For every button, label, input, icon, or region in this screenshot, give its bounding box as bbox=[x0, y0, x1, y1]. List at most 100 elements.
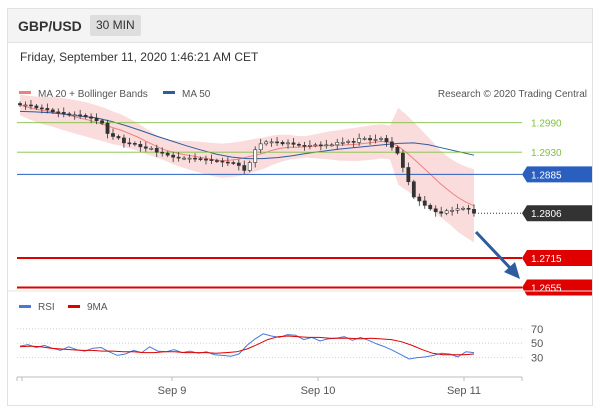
rsi-ma-legend-label: 9MA bbox=[87, 302, 108, 313]
level-tag bbox=[522, 279, 592, 296]
candle-body bbox=[351, 141, 356, 143]
candle-body bbox=[67, 113, 72, 116]
candle-body bbox=[138, 144, 143, 148]
candle-body bbox=[45, 108, 50, 111]
candle-body bbox=[444, 210, 449, 214]
candle-body bbox=[422, 200, 427, 206]
candle-body bbox=[313, 144, 318, 147]
candle-body bbox=[187, 157, 192, 160]
candle-body bbox=[455, 208, 460, 211]
candle-body bbox=[428, 205, 433, 210]
candle-body bbox=[318, 144, 323, 147]
candle-body bbox=[450, 209, 455, 212]
rsi-tick-label: 70 bbox=[531, 324, 543, 336]
candle-body bbox=[302, 145, 307, 147]
candle-body bbox=[324, 144, 329, 147]
candle-body bbox=[340, 142, 345, 144]
candle-body bbox=[220, 160, 225, 163]
candle-body bbox=[215, 160, 219, 162]
candle-body bbox=[72, 114, 77, 117]
symbol-title: GBP/USD bbox=[18, 18, 82, 34]
candle-body bbox=[198, 158, 203, 160]
candle-body bbox=[100, 120, 104, 124]
candle-body bbox=[395, 146, 400, 154]
candle-body bbox=[400, 152, 405, 168]
candle-body bbox=[280, 142, 285, 145]
candle-body bbox=[209, 159, 214, 161]
candle-body bbox=[50, 109, 55, 113]
candle-body bbox=[127, 142, 132, 145]
candle-body bbox=[122, 137, 126, 144]
candle-body bbox=[417, 196, 422, 202]
candle-body bbox=[411, 181, 416, 198]
rsi-ma-legend-swatch bbox=[68, 305, 80, 308]
ma20-line bbox=[19, 104, 475, 207]
candle-body bbox=[56, 111, 61, 114]
candle-body bbox=[346, 141, 351, 143]
candle-body bbox=[83, 115, 88, 118]
level-label: 1.2655 bbox=[531, 284, 562, 295]
candle-body bbox=[384, 138, 389, 143]
candle-body bbox=[89, 116, 94, 119]
candle-body bbox=[231, 162, 236, 164]
candle-body bbox=[165, 152, 170, 156]
chart-datetime: Friday, September 11, 2020 1:46:21 AM CE… bbox=[20, 50, 259, 64]
candle-body bbox=[357, 138, 362, 143]
candle-body bbox=[182, 157, 186, 160]
candle-body bbox=[253, 149, 258, 163]
candle-body bbox=[390, 141, 394, 148]
level-label: 1.2930 bbox=[531, 148, 562, 159]
candle-body bbox=[466, 208, 471, 210]
candle-body bbox=[176, 156, 181, 159]
rsi-tick-label: 50 bbox=[531, 338, 543, 350]
candle-body bbox=[143, 146, 148, 149]
candle-body bbox=[269, 141, 274, 144]
rsi-legend-label: RSI bbox=[38, 302, 55, 313]
candle-body bbox=[242, 165, 247, 171]
x-tick-label: Sep 9 bbox=[158, 385, 187, 397]
rsi-legend-swatch bbox=[19, 305, 31, 308]
candle-body bbox=[23, 104, 28, 107]
timeframe-badge[interactable]: 30 MIN bbox=[90, 15, 141, 36]
candle-body bbox=[368, 138, 372, 141]
ma20-legend-swatch bbox=[19, 91, 31, 94]
candle-body bbox=[439, 211, 444, 214]
bollinger-band bbox=[20, 94, 474, 243]
candle-body bbox=[247, 162, 252, 171]
level-tag bbox=[522, 250, 592, 267]
candle-body bbox=[291, 142, 296, 145]
candle-body bbox=[275, 141, 279, 144]
ma20-legend-label: MA 20 + Bollinger Bands bbox=[38, 89, 148, 100]
candle-body bbox=[78, 114, 83, 117]
candle-body bbox=[34, 105, 39, 109]
candle-body bbox=[94, 117, 99, 122]
candle-body bbox=[286, 142, 290, 145]
current-price-tag bbox=[522, 205, 592, 222]
ma50-legend-swatch bbox=[163, 91, 175, 94]
candle-body bbox=[258, 143, 263, 151]
candle-body bbox=[160, 151, 165, 154]
candle-body bbox=[61, 112, 66, 115]
chart-frame: GBP/USD 30 MIN Friday, September 11, 202… bbox=[7, 8, 593, 406]
candle-body bbox=[335, 142, 340, 146]
candle-body bbox=[236, 162, 241, 166]
level-label: 1.2990 bbox=[531, 119, 562, 130]
candle-body bbox=[171, 154, 176, 158]
current-price-label: 1.2806 bbox=[531, 209, 562, 220]
chart-header: GBP/USD 30 MIN bbox=[8, 9, 592, 43]
candle-body bbox=[297, 144, 301, 146]
candle-body bbox=[472, 208, 476, 214]
candle-body bbox=[461, 208, 465, 210]
candle-body bbox=[29, 104, 33, 107]
candle-body bbox=[39, 107, 44, 110]
level-label: 1.2715 bbox=[531, 254, 562, 265]
candle-body bbox=[132, 143, 137, 145]
candle-body bbox=[116, 136, 121, 139]
copyright-text: Research © 2020 Trading Central bbox=[438, 89, 587, 100]
ma50-legend-label: MA 50 bbox=[182, 89, 211, 100]
candle-body bbox=[18, 103, 22, 106]
x-tick-label: Sep 11 bbox=[447, 385, 481, 397]
candle-body bbox=[204, 158, 208, 161]
candle-body bbox=[154, 147, 159, 153]
